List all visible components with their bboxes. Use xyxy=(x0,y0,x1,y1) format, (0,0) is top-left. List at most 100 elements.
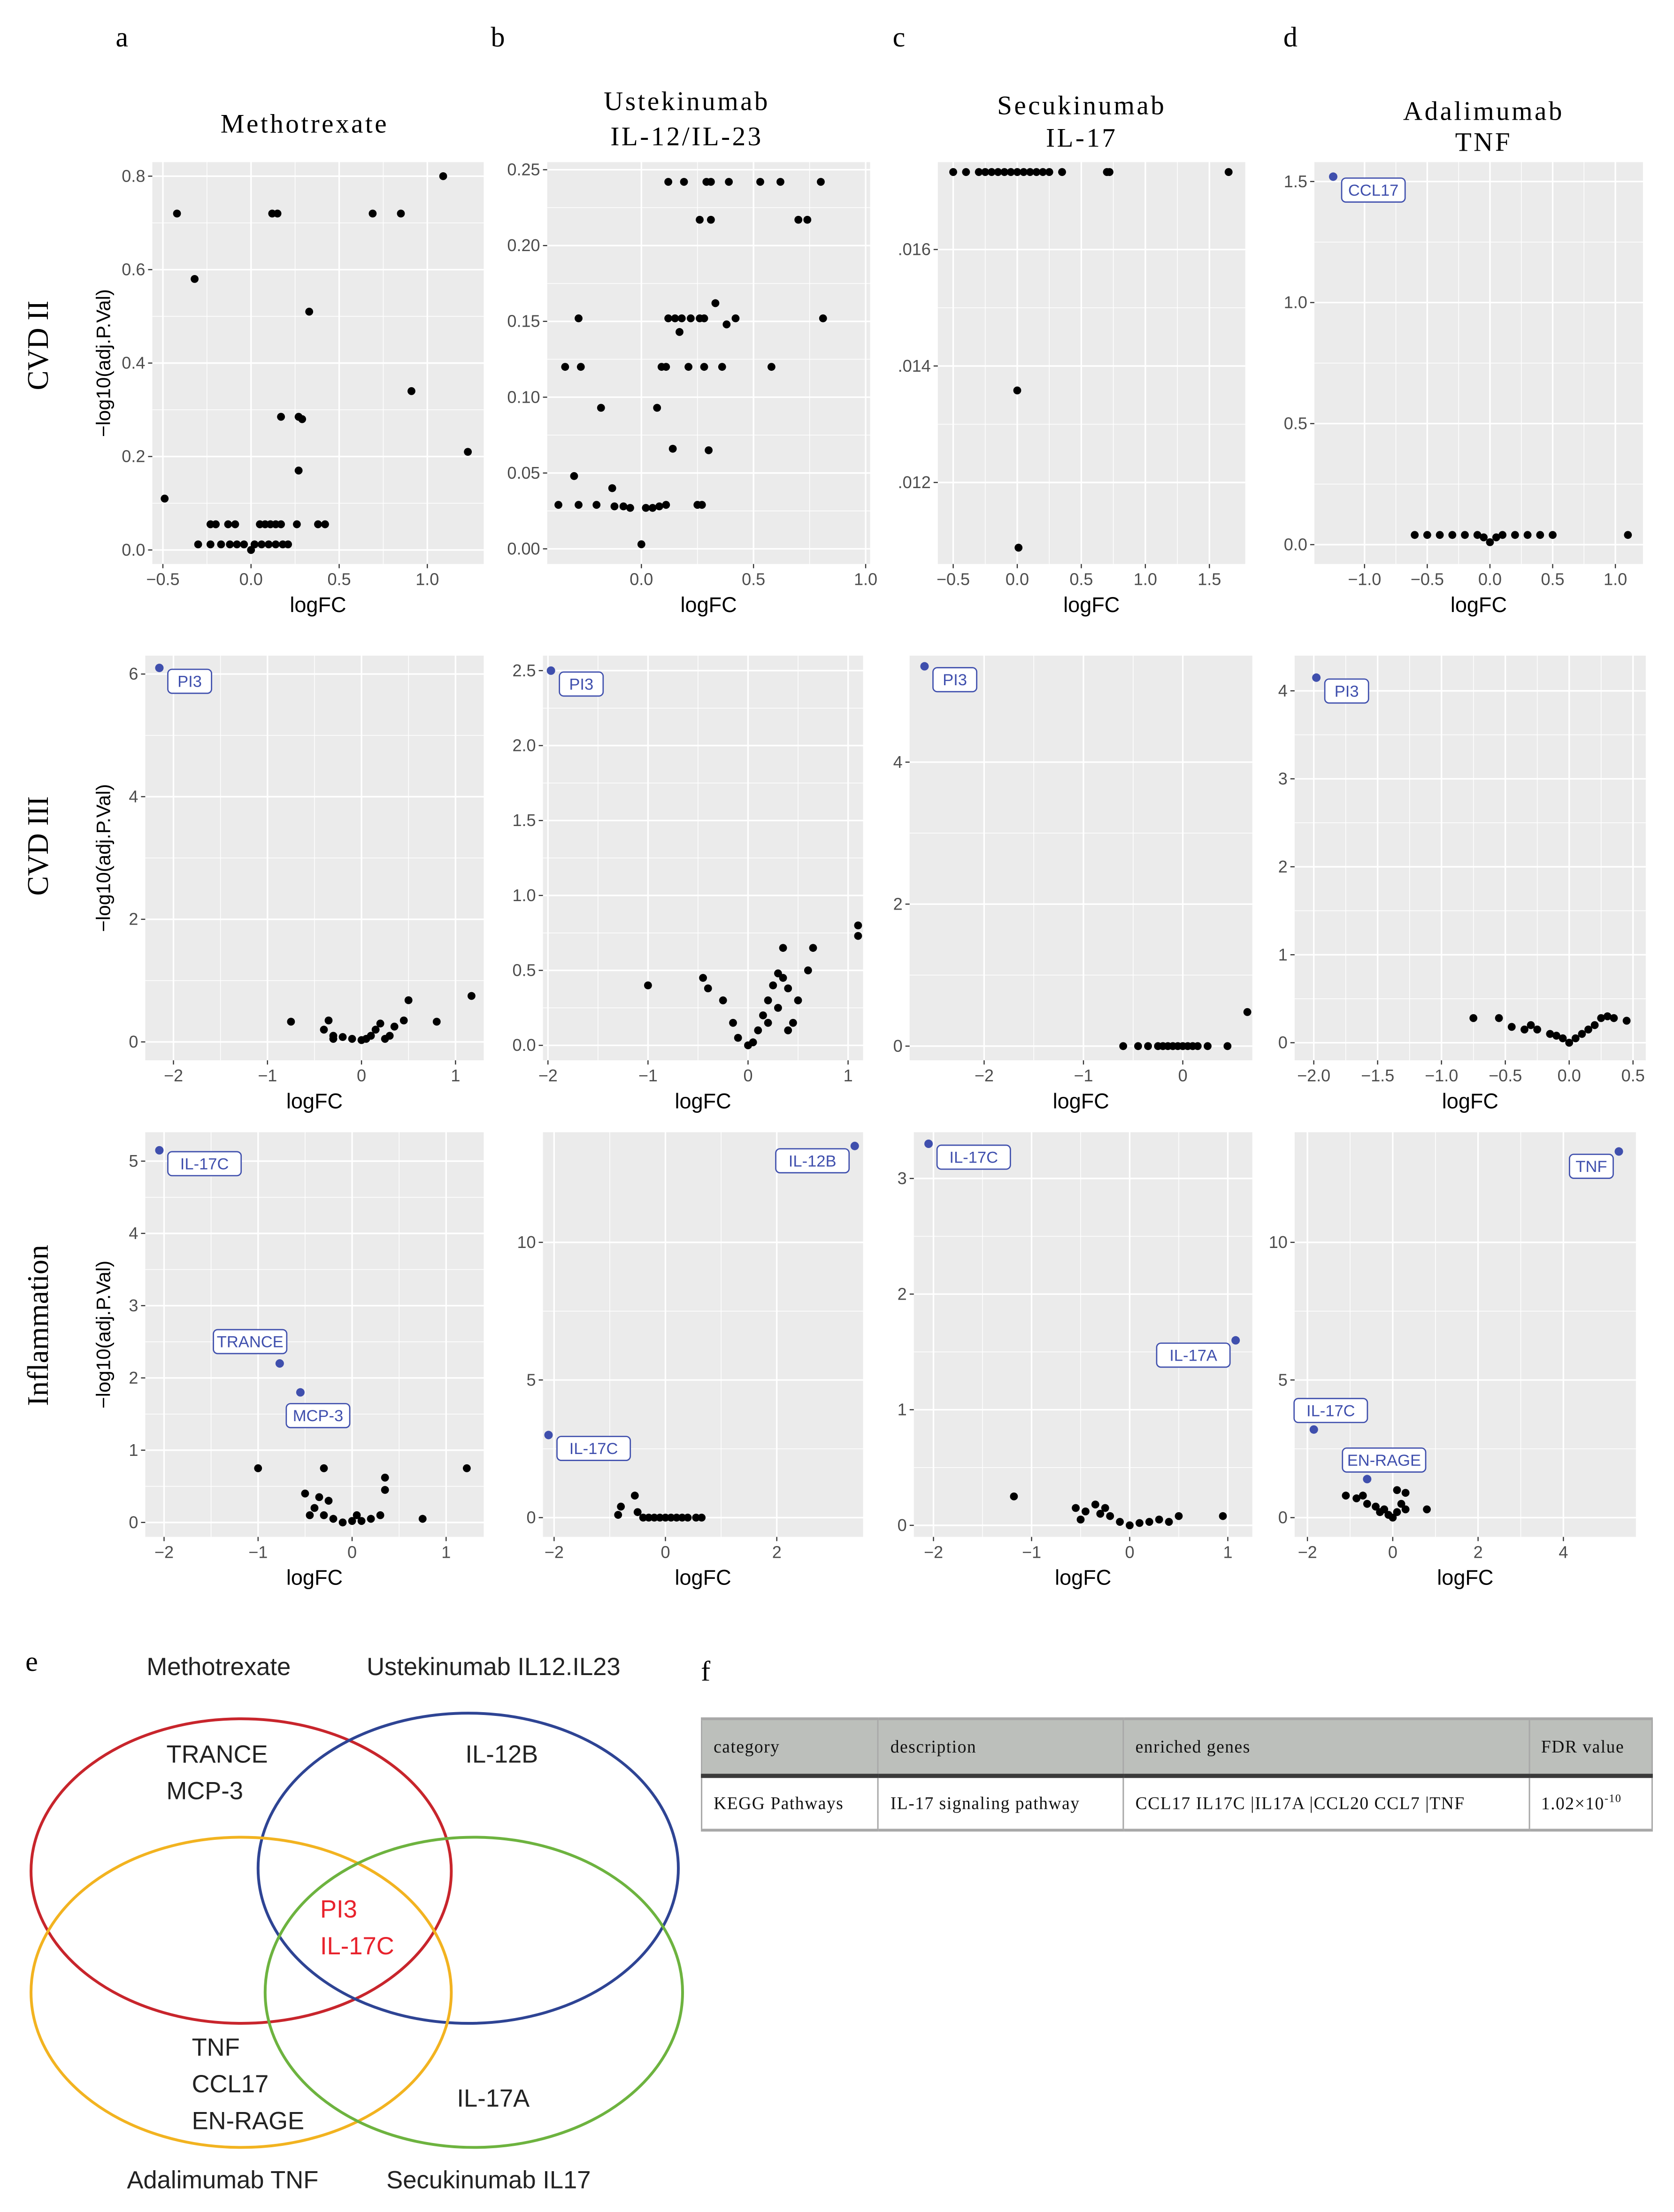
gene-label-box xyxy=(1341,177,1406,203)
data-point xyxy=(1527,1021,1535,1029)
highlighted-point xyxy=(1312,673,1321,682)
data-point xyxy=(655,502,663,511)
data-point xyxy=(794,996,802,1004)
data-point xyxy=(1552,1032,1560,1040)
data-point xyxy=(1559,1034,1567,1042)
x-tick-label: −1.0 xyxy=(1425,1066,1458,1085)
data-point xyxy=(1397,1500,1405,1508)
x-tick-label: 0 xyxy=(347,1543,357,1562)
venn-set-methotrexate xyxy=(30,1717,453,2025)
data-point xyxy=(1014,543,1023,552)
data-point xyxy=(305,307,314,316)
data-point xyxy=(597,404,605,412)
data-point xyxy=(779,974,787,982)
y-tick-label: 0.6 xyxy=(122,260,145,279)
y-tick-label: 0.5 xyxy=(1284,414,1307,433)
x-tick-label: 0 xyxy=(357,1066,366,1085)
data-point xyxy=(671,314,679,322)
column-subtitle-ustekinumab: IL-12/IL-23 xyxy=(610,122,763,151)
data-point xyxy=(692,1514,700,1522)
data-point xyxy=(1106,168,1113,176)
y-tick-label: 4 xyxy=(129,787,138,806)
x-tick-label: 0.0 xyxy=(239,570,263,589)
data-point xyxy=(617,1502,625,1511)
data-point xyxy=(1013,386,1021,395)
volcano-plot-2-1: −2 0 2 0 5 10 IL-12B IL-17C logFC xyxy=(517,1132,863,1590)
data-point xyxy=(608,484,616,492)
volcano-plot-1-2: −2 −1 0 0 2 4 PI3 logFC xyxy=(893,655,1252,1113)
highlighted-point xyxy=(155,664,164,673)
data-point xyxy=(700,314,708,322)
y-tick-label: 0 xyxy=(1278,1508,1288,1527)
data-point xyxy=(432,1018,441,1026)
x-axis-title: logFC xyxy=(675,1566,731,1590)
data-point xyxy=(1380,1505,1389,1514)
data-point xyxy=(819,314,827,322)
data-point xyxy=(719,996,727,1004)
x-tick-label: 0 xyxy=(661,1543,670,1562)
data-point xyxy=(1401,1505,1410,1514)
volcano-plot-0-3: −1.0 −0.5 0.0 0.5 1.0 0.0 0.5 1.0 1.5 CCL17 logFC xyxy=(1284,162,1643,617)
data-point xyxy=(662,363,670,371)
x-tick-label: −1 xyxy=(258,1066,277,1085)
data-point xyxy=(1342,1492,1350,1500)
data-point xyxy=(664,178,673,186)
data-point xyxy=(287,1018,295,1026)
data-point xyxy=(376,1019,384,1028)
venn-label-secukinumab: Secukinumab IL17 xyxy=(386,2166,591,2194)
data-point xyxy=(254,1464,262,1472)
data-point xyxy=(1393,1486,1401,1494)
y-tick-label: 5 xyxy=(129,1151,138,1171)
data-point xyxy=(561,363,569,371)
gene-label: PI3 xyxy=(569,675,593,693)
data-point xyxy=(329,1515,338,1523)
x-tick-label: −0.5 xyxy=(1411,570,1444,589)
data-point xyxy=(301,1489,309,1498)
data-point xyxy=(1546,1030,1554,1038)
y-tick-label: 2 xyxy=(129,910,138,929)
gene-label: IL-17C xyxy=(180,1155,229,1173)
highlighted-point xyxy=(1309,1425,1318,1434)
highlighted-point xyxy=(275,1359,284,1368)
data-point xyxy=(381,1486,389,1494)
x-tick-label: 1 xyxy=(844,1066,853,1085)
gene-label: IL-17C xyxy=(569,1440,618,1458)
data-point xyxy=(194,540,202,549)
data-point xyxy=(731,314,740,322)
gene-label: TRANCE xyxy=(217,1333,284,1351)
data-point xyxy=(639,1514,647,1522)
venn-gene: MCP-3 xyxy=(166,1777,243,1805)
data-point xyxy=(1401,1489,1410,1497)
table-header-description: description xyxy=(878,1717,1124,1778)
data-point xyxy=(705,446,713,454)
y-tick-label: 0.8 xyxy=(122,166,145,185)
data-point xyxy=(348,1517,356,1525)
data-point xyxy=(764,1018,772,1027)
data-point xyxy=(718,363,726,371)
plot-background xyxy=(543,1132,863,1537)
data-point xyxy=(1578,1030,1586,1038)
gene-label: EN-RAGE xyxy=(1347,1452,1421,1470)
panel-letter-d: d xyxy=(1283,21,1298,53)
table-row: KEGG Pathways IL-17 signaling pathway CC… xyxy=(701,1776,1653,1832)
data-point xyxy=(397,209,405,218)
x-tick-label: −0.5 xyxy=(937,570,970,589)
data-point xyxy=(369,209,377,218)
data-point xyxy=(668,444,677,453)
data-point xyxy=(1134,1042,1142,1050)
data-point xyxy=(1106,1512,1114,1520)
data-point xyxy=(1486,538,1494,546)
data-point xyxy=(610,502,619,511)
data-point xyxy=(292,520,301,528)
data-point xyxy=(1219,1512,1227,1520)
data-point xyxy=(729,1018,737,1027)
x-tick-label: −1 xyxy=(1022,1543,1041,1562)
data-point xyxy=(224,520,232,528)
x-tick-label: 1.0 xyxy=(415,570,439,589)
data-point xyxy=(1145,1518,1153,1526)
y-tick-label: 0.4 xyxy=(122,353,145,373)
data-point xyxy=(759,1011,767,1019)
panel-letter-c: c xyxy=(893,21,906,53)
data-point xyxy=(376,1511,384,1519)
